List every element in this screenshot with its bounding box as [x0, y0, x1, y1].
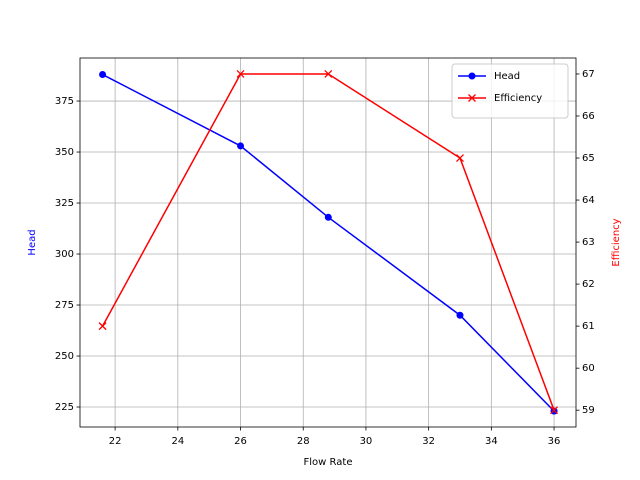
y-axis-label: Head — [27, 229, 38, 255]
y-tick-label: 300 — [55, 249, 74, 260]
y2-tick-label: 62 — [582, 279, 595, 290]
legend-label: Efficiency — [494, 93, 542, 104]
y-tick-label: 350 — [55, 147, 74, 158]
y-tick-label: 250 — [55, 351, 74, 362]
marker — [456, 311, 464, 319]
axes-frame — [79, 57, 577, 428]
y-tick-label: 375 — [55, 96, 74, 107]
y2-tick-label: 64 — [582, 195, 595, 206]
legend-box — [451, 63, 569, 119]
marker — [324, 70, 333, 78]
y-tick-label: 225 — [55, 402, 74, 413]
y2-tick-label: 59 — [582, 405, 595, 416]
x-tick-label: 24 — [171, 436, 184, 447]
y2-tick-label: 67 — [582, 69, 595, 80]
marker — [550, 406, 559, 415]
series-line — [102, 73, 555, 412]
marker — [237, 142, 245, 150]
legend-marker — [468, 94, 476, 102]
y2-tick-label: 63 — [582, 237, 595, 248]
y2-axis-label: Efficiency — [611, 218, 622, 266]
y2-tick-label: 61 — [582, 321, 595, 332]
y2-tick-label: 66 — [582, 111, 595, 122]
series-line — [101, 73, 555, 411]
x-tick-label: 30 — [360, 436, 373, 447]
legend-marker — [468, 72, 476, 80]
marker — [98, 322, 107, 331]
legend-label: Head — [494, 71, 520, 82]
x-axis-label: Flow Rate — [304, 457, 353, 468]
y2-tick-label: 65 — [582, 153, 595, 164]
x-tick-label: 28 — [297, 436, 310, 447]
y-tick-label: 275 — [55, 300, 74, 311]
x-tick-label: 26 — [234, 436, 247, 447]
x-tick-label: 22 — [109, 436, 122, 447]
marker — [236, 70, 245, 78]
y-tick-label: 325 — [55, 198, 74, 209]
y2-tick-label: 60 — [582, 363, 595, 374]
x-tick-label: 36 — [548, 436, 561, 447]
marker — [456, 154, 464, 162]
marker — [324, 213, 332, 221]
marker — [99, 71, 107, 79]
x-tick-label: 32 — [422, 436, 435, 447]
x-tick-label: 34 — [485, 436, 498, 447]
